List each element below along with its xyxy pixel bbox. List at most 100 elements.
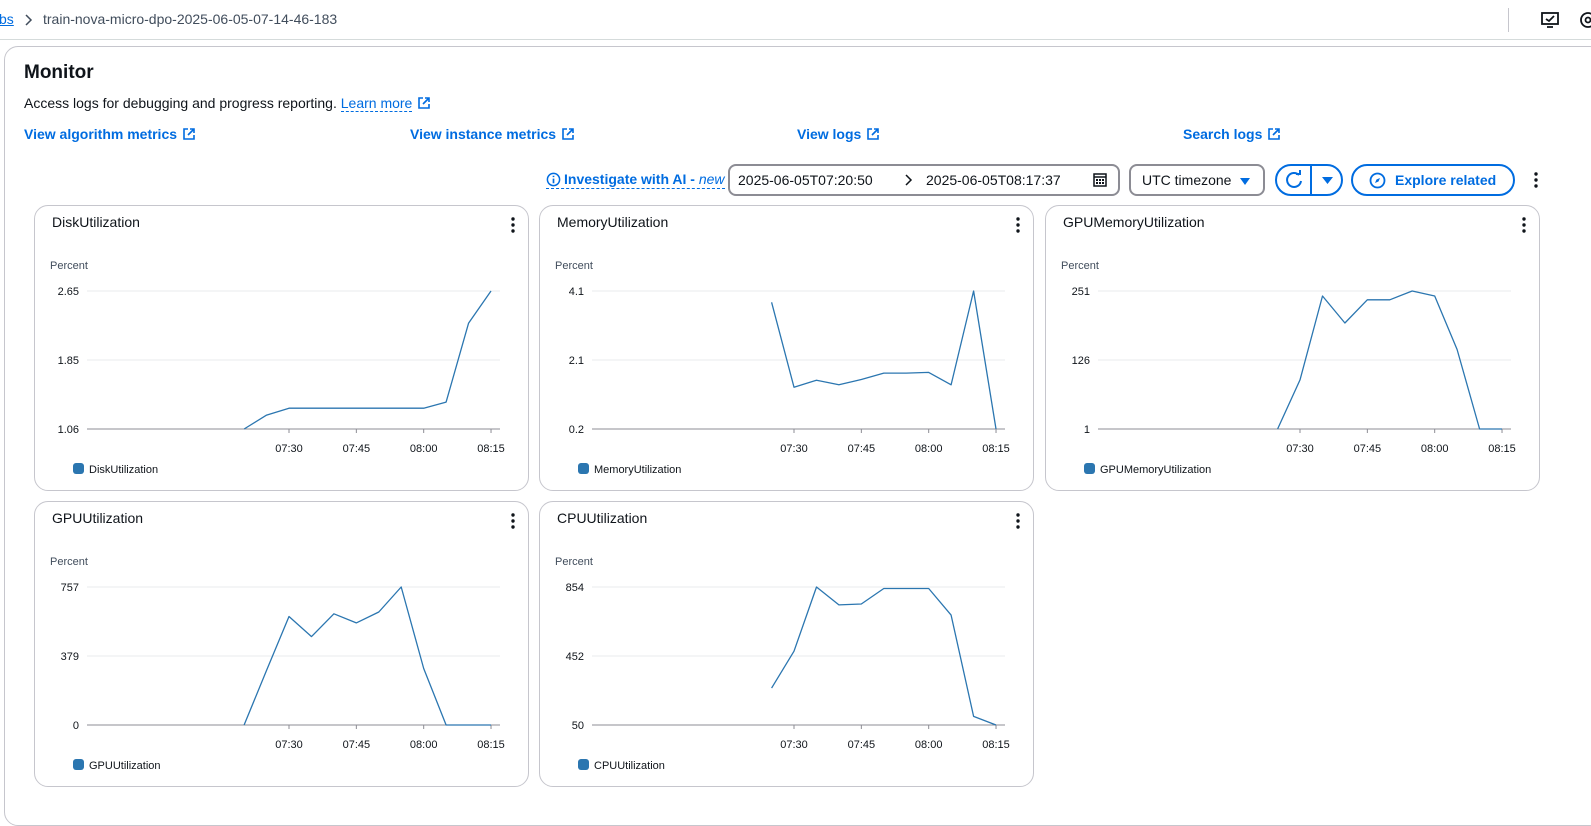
breadcrumb-parent-link[interactable]: bs [0, 11, 14, 27]
x-tick-label: 07:30 [780, 739, 808, 751]
y-axis-unit: Percent [555, 260, 593, 272]
kebab-icon[interactable] [1533, 171, 1539, 189]
external-link-icon [417, 96, 431, 110]
refresh-icon[interactable] [1277, 166, 1311, 194]
refresh-button-group [1275, 164, 1343, 196]
widget-gpu-memory-utilization: GPUMemoryUtilization Percent 1 126 251 07:30… [1045, 205, 1540, 491]
view-instance-metrics-link[interactable]: View instance metrics [410, 126, 575, 142]
external-link-icon [866, 127, 880, 141]
compass-icon [1369, 172, 1386, 189]
legend-swatch [1084, 463, 1095, 474]
page-title: Monitor [24, 62, 94, 84]
legend-label: DiskUtilization [89, 464, 158, 476]
breadcrumb: bs train-nova-micro-dpo-2025-06-05-07-14… [0, 0, 1591, 40]
widget-cpu-utilization: CPUUtilization Percent 50 452 854 07:30 07:45… [539, 501, 1034, 787]
chevron-right-icon [902, 173, 916, 187]
y-tick-label: 251 [1072, 286, 1090, 298]
y-tick-label: 379 [61, 651, 79, 663]
view-logs-link[interactable]: View logs [797, 126, 880, 142]
view-logs-label: View logs [797, 126, 861, 142]
explore-related-button[interactable]: Explore related [1351, 164, 1515, 196]
legend-label: MemoryUtilization [594, 464, 681, 476]
y-tick-label: 126 [1072, 355, 1090, 367]
y-tick-label: 2.65 [58, 286, 79, 298]
widget-disk-utilization: DiskUtilization Percent 1.06 1.85 2.65 07:30… [34, 205, 529, 491]
y-tick-label: 452 [566, 651, 584, 663]
y-tick-label: 50 [572, 720, 584, 732]
date-range-picker[interactable]: 2025-06-05T07:20:50 2025-06-05T08:17:37 [728, 164, 1120, 196]
x-tick-label: 07:45 [1354, 443, 1382, 455]
view-algorithm-metrics-link[interactable]: View algorithm metrics [24, 126, 196, 142]
legend-swatch [73, 759, 84, 770]
y-tick-label: 0.2 [569, 424, 584, 436]
legend-label: GPUUtilization [89, 760, 161, 772]
settings-icon[interactable] [1578, 10, 1591, 30]
x-tick-label: 08:15 [982, 739, 1010, 751]
y-tick-label: 2.1 [569, 355, 584, 367]
y-tick-label: 0 [73, 720, 79, 732]
legend-swatch [73, 463, 84, 474]
investigate-label: Investigate with AI - [564, 171, 695, 187]
x-tick-label: 08:00 [915, 443, 943, 455]
y-tick-label: 1.06 [58, 424, 79, 436]
x-tick-label: 08:15 [982, 443, 1010, 455]
x-tick-label: 07:30 [780, 443, 808, 455]
learn-more-label: Learn more [341, 95, 413, 111]
date-start: 2025-06-05T07:20:50 [738, 172, 873, 188]
x-tick-label: 07:45 [343, 443, 371, 455]
view-instance-metrics-label: View instance metrics [410, 126, 556, 142]
info-icon [546, 172, 561, 187]
y-tick-label: 854 [566, 582, 584, 594]
x-tick-label: 07:30 [275, 739, 303, 751]
x-tick-label: 08:00 [1421, 443, 1449, 455]
y-axis-unit: Percent [50, 556, 88, 568]
explore-related-label: Explore related [1395, 172, 1496, 188]
timezone-label: UTC timezone [1142, 172, 1231, 188]
date-end: 2025-06-05T08:17:37 [926, 172, 1061, 188]
search-logs-link[interactable]: Search logs [1183, 126, 1281, 142]
search-logs-label: Search logs [1183, 126, 1262, 142]
y-axis-unit: Percent [50, 260, 88, 272]
timezone-select[interactable]: UTC timezone [1129, 164, 1265, 196]
x-tick-label: 08:15 [1488, 443, 1516, 455]
x-tick-label: 08:00 [915, 739, 943, 751]
y-tick-label: 1.85 [58, 355, 79, 367]
caret-down-icon[interactable] [1312, 166, 1343, 194]
y-axis-unit: Percent [555, 556, 593, 568]
monitor-icon[interactable] [1540, 10, 1560, 30]
gpu-memory-utilization-chart: Percent 1 126 251 07:30 07:45 08:00 08:15 GPUMem… [1046, 206, 1541, 492]
breadcrumb-current: train-nova-micro-dpo-2025-06-05-07-14-46… [43, 11, 337, 27]
x-tick-label: 08:15 [477, 443, 505, 455]
cpu-utilization-chart: Percent 50 452 854 07:30 07:45 08:00 08:15 CPUUt… [540, 502, 1035, 788]
chevron-right-icon [22, 13, 36, 27]
new-badge: new [699, 171, 725, 187]
y-tick-label: 757 [61, 582, 79, 594]
x-tick-label: 07:30 [1286, 443, 1314, 455]
widget-gpu-utilization: GPUUtilization Percent 0 379 757 07:30 07:45 0… [34, 501, 529, 787]
investigate-with-ai-link[interactable]: Investigate with AI - new [546, 171, 725, 189]
caret-down-icon [1239, 175, 1251, 187]
calendar-icon [1092, 172, 1108, 188]
x-tick-label: 07:45 [848, 443, 876, 455]
x-tick-label: 07:45 [343, 739, 371, 751]
y-axis-unit: Percent [1061, 260, 1099, 272]
learn-more-link[interactable]: Learn more [341, 95, 413, 112]
legend-swatch [578, 759, 589, 770]
external-link-icon [1267, 127, 1281, 141]
x-tick-label: 07:45 [848, 739, 876, 751]
legend-swatch [578, 463, 589, 474]
x-tick-label: 08:00 [410, 443, 438, 455]
page-description: Access logs for debugging and progress r… [24, 95, 431, 111]
y-tick-label: 1 [1084, 424, 1090, 436]
legend-label: GPUMemoryUtilization [1100, 464, 1211, 476]
toolbar-divider [1508, 8, 1509, 32]
x-tick-label: 08:00 [410, 739, 438, 751]
description-text: Access logs for debugging and progress r… [24, 95, 337, 111]
x-tick-label: 07:30 [275, 443, 303, 455]
legend-label: CPUUtilization [594, 760, 665, 772]
external-link-icon [182, 127, 196, 141]
x-tick-label: 08:15 [477, 739, 505, 751]
view-algorithm-metrics-label: View algorithm metrics [24, 126, 177, 142]
